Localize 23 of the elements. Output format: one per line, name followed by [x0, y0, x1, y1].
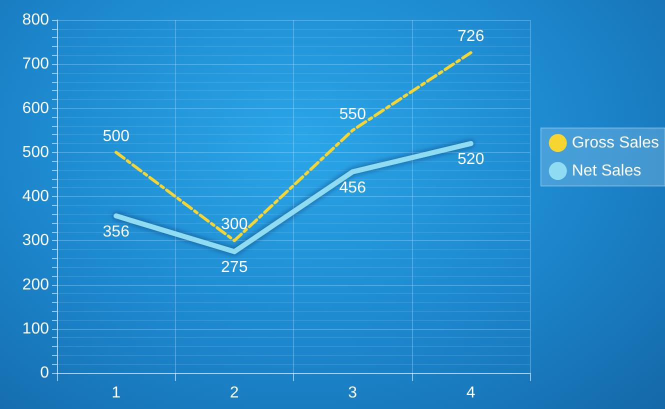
y-tick-label: 500: [22, 144, 50, 161]
legend-label: Gross Sales: [572, 134, 659, 152]
y-tick-label: 0: [40, 364, 50, 382]
y-tick-label: 200: [22, 276, 50, 294]
x-tick-label: 2: [230, 384, 239, 402]
data-label: 300: [221, 216, 248, 234]
data-label: 500: [102, 128, 130, 145]
data-label: 275: [221, 259, 248, 276]
y-tick-label: 400: [22, 188, 50, 205]
x-tick-label: 1: [112, 384, 121, 402]
y-tick-label: 700: [22, 56, 50, 73]
data-label: 456: [339, 179, 366, 196]
data-label: 520: [458, 151, 484, 168]
legend-label: Net Sales: [572, 162, 642, 180]
data-label: 726: [458, 28, 484, 46]
y-tick-label: 100: [22, 320, 50, 338]
x-tick-label: 3: [348, 384, 358, 402]
data-label: 550: [339, 106, 366, 123]
y-tick-label: 300: [22, 232, 50, 250]
y-tick-label: 600: [22, 100, 50, 117]
data-label: 356: [102, 223, 130, 240]
x-tick-label: 4: [466, 384, 476, 402]
y-tick-label: 800: [22, 12, 50, 28]
